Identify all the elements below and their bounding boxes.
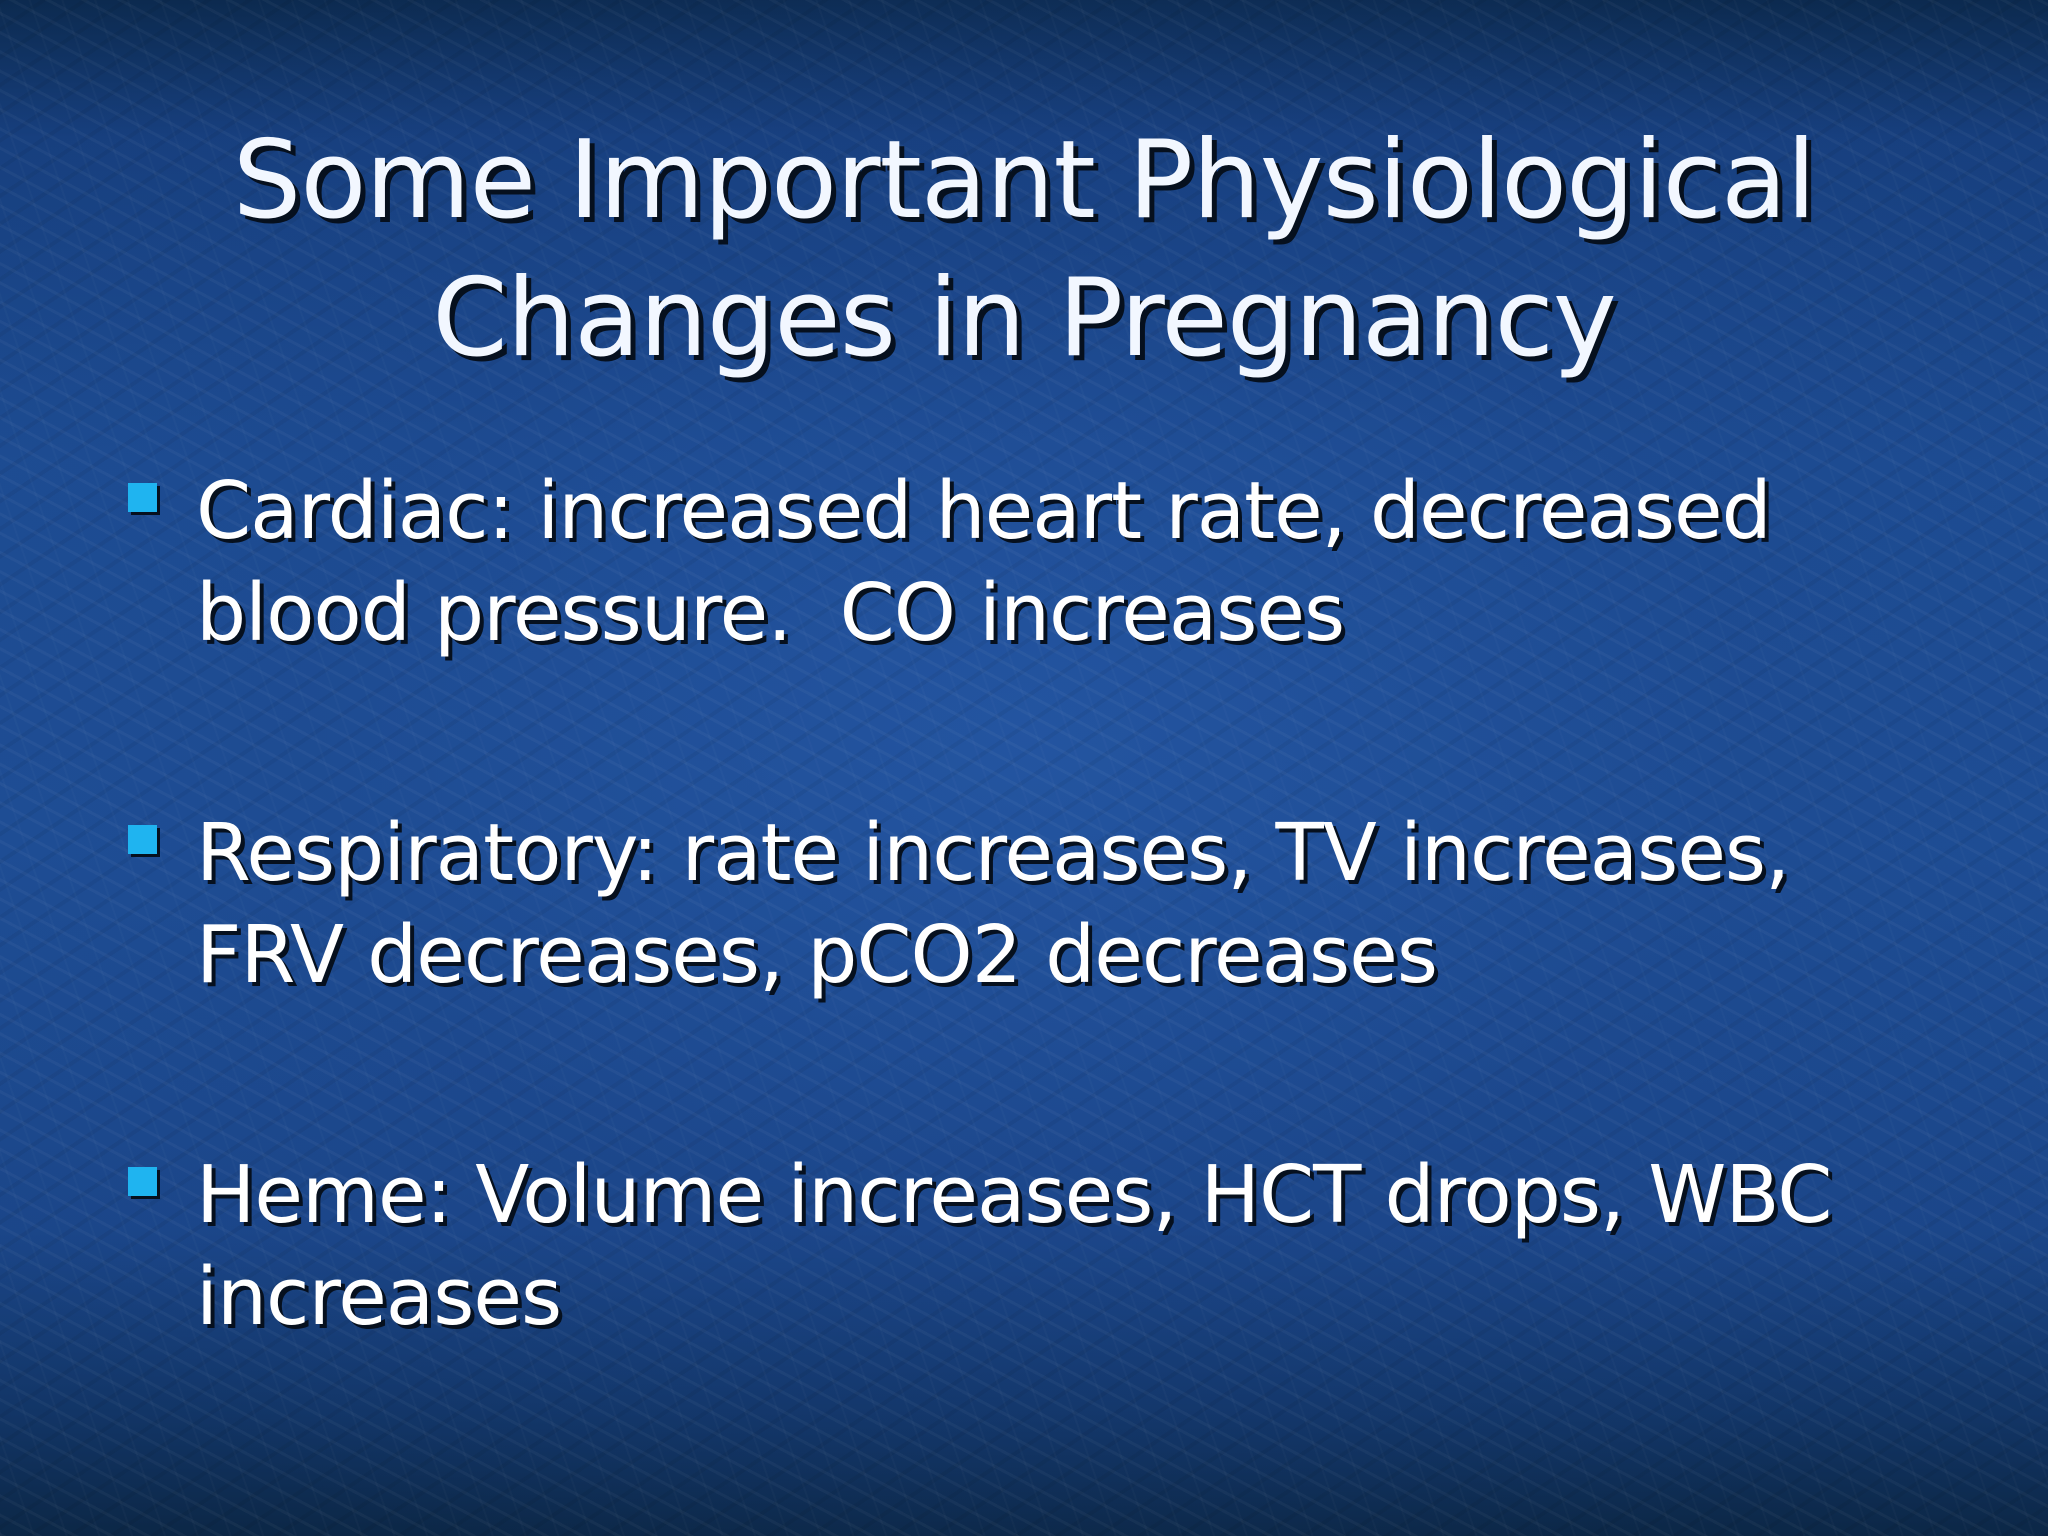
square-bullet-icon (128, 483, 157, 512)
bullet-item-respiratory: Respiratory: rate increases, TV increase… (128, 802, 1948, 1006)
bullet-item-heme: Heme: Volume increases, HCT drops, WBC i… (128, 1144, 1948, 1348)
bullet-item-cardiac: Cardiac: increased heart rate, decreased… (128, 460, 1948, 664)
bullet-list: Cardiac: increased heart rate, decreased… (128, 460, 1948, 1348)
slide-title-line-2: Changes in Pregnancy (432, 256, 1617, 381)
square-bullet-icon (128, 1167, 157, 1196)
square-bullet-icon (128, 825, 157, 854)
bullet-text-heme: Heme: Volume increases, HCT drops, WBC i… (196, 1149, 1856, 1343)
slide-title-line-1: Some Important Physiological (232, 118, 1816, 243)
bullet-text-respiratory: Respiratory: rate increases, TV increase… (196, 807, 1814, 1001)
bullet-text-cardiac: Cardiac: increased heart rate, decreased… (196, 465, 1795, 659)
slide-title: Some Important Physiological Changes in … (0, 112, 2048, 388)
